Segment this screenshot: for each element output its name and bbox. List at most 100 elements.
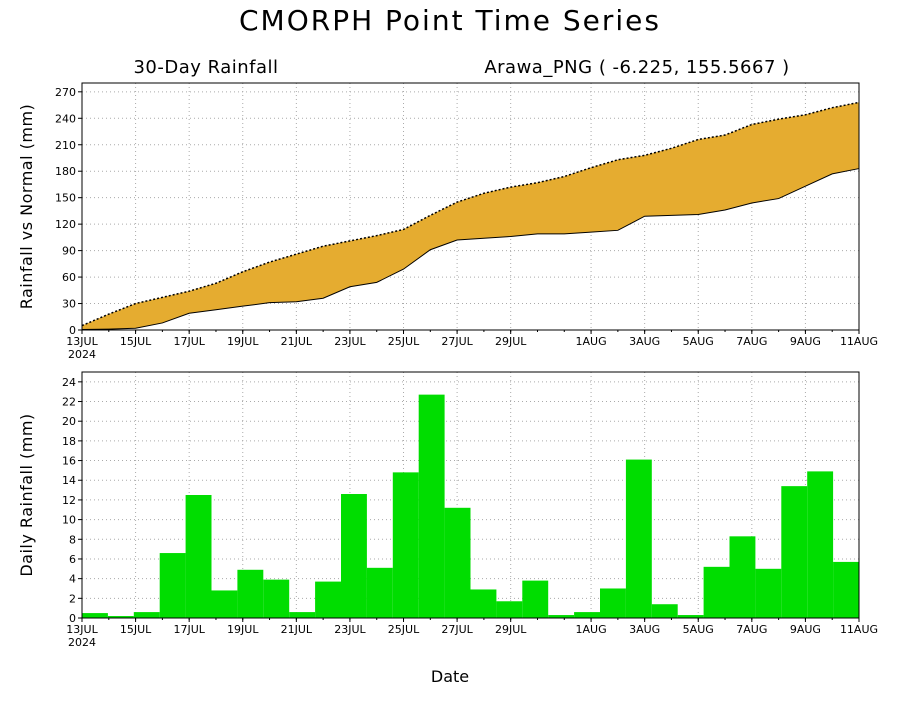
x-tick-label: 3AUG — [629, 335, 660, 348]
daily-rainfall-bars — [82, 394, 859, 618]
y-tick-label: 16 — [62, 455, 76, 468]
chart-subtitle-left: 30-Day Rainfall — [133, 57, 278, 78]
x-tick-label: 15JUL — [120, 623, 152, 636]
daily-rainfall-bar — [703, 566, 730, 618]
daily-rainfall-bar — [289, 612, 316, 618]
x-tick-label: 19JUL — [227, 623, 259, 636]
x-tick-label: 21JUL — [281, 335, 313, 348]
daily-rainfall-bar — [185, 495, 212, 618]
y-tick-label: 90 — [62, 245, 76, 258]
x-axis-label: Date — [431, 667, 469, 686]
daily-rainfall-bar — [211, 590, 238, 618]
x-tick-label: 15JUL — [120, 335, 152, 348]
x-tick-label: 13JUL — [66, 623, 98, 636]
bottom-plot-frame — [81, 371, 860, 619]
daily-rainfall-bar — [807, 471, 834, 618]
x-tick-label: 3AUG — [629, 623, 660, 636]
daily-rainfall-bar — [781, 486, 808, 618]
daily-rainfall-bar — [677, 615, 704, 618]
daily-rainfall-bar — [833, 561, 859, 618]
y-tick-label: 18 — [62, 435, 76, 448]
daily-rainfall-bar — [496, 601, 523, 618]
y-tick-label: 150 — [55, 192, 76, 205]
daily-rainfall-bar — [625, 459, 652, 618]
daily-rainfall-bar — [729, 536, 756, 618]
y-tick-label: 6 — [69, 553, 76, 566]
chart-subtitle-right: Arawa_PNG ( -6.225, 155.5667 ) — [484, 57, 789, 78]
x-tick-label: 19JUL — [227, 335, 259, 348]
y-tick-label: 0 — [69, 612, 76, 625]
daily-rainfall-bar — [82, 613, 108, 618]
daily-rainfall-bar — [159, 553, 186, 618]
x-tick-label: 11AUG — [840, 335, 878, 348]
y-tick-label: 24 — [62, 376, 76, 389]
x-tick-label: 5AUG — [683, 335, 714, 348]
x-tick-label: 17JUL — [173, 335, 205, 348]
daily-rainfall-bar — [755, 568, 782, 618]
daily-rainfall-bar — [651, 604, 678, 618]
y-tick-label: 60 — [62, 271, 76, 284]
rainfall-band-area — [82, 102, 859, 330]
x-tick-label: 25JUL — [388, 335, 420, 348]
daily-rainfall-bar — [444, 507, 471, 618]
daily-rainfall-bar — [600, 588, 626, 618]
x-tick-label: 9AUG — [790, 335, 821, 348]
y-tick-label: 14 — [62, 474, 76, 487]
y-tick-label: 2 — [69, 592, 76, 605]
y-tick-label: 8 — [69, 533, 76, 546]
daily-rainfall-bar — [418, 394, 445, 618]
chart-title: CMORPH Point Time Series — [239, 4, 661, 37]
y-tick-label: 30 — [62, 298, 76, 311]
bottom-x-ticks: 13JUL 15JUL 17JUL 19JUL 21JUL 23JUL 25JUL 27JUL… — [66, 618, 878, 649]
daily-rainfall-bar — [341, 494, 367, 618]
daily-rainfall-bar — [107, 616, 134, 618]
x-tick-label: 9AUG — [790, 623, 821, 636]
accumulated-actual-line — [81, 168, 860, 331]
top-y-ticks: 0 30 60 90 120 150 180 210 240 270 — [55, 86, 82, 337]
top-plot-frame — [81, 82, 860, 331]
x-tick-label: 1AUG — [576, 623, 607, 636]
x-tick-label: 27JUL — [441, 623, 473, 636]
x-tick-label: 21JUL — [281, 623, 313, 636]
daily-rainfall-bar — [470, 589, 497, 618]
x-tick-label: 25JUL — [388, 623, 420, 636]
x-tick-label: 7AUG — [736, 335, 767, 348]
x-tick-label: 11AUG — [840, 623, 878, 636]
accumulated-rainfall-panel: 0 30 60 90 120 150 180 210 240 270 13JUL 15JUL 17JU… — [17, 82, 878, 361]
daily-rainfall-bar — [133, 612, 160, 618]
x-tick-label: 23JUL — [334, 335, 366, 348]
x-tick-label: 17JUL — [173, 623, 205, 636]
x-tick-label: 27JUL — [441, 335, 473, 348]
daily-rainfall-bar — [237, 569, 264, 618]
daily-rainfall-bar — [315, 581, 341, 618]
y-tick-label: 4 — [69, 573, 76, 586]
y-tick-label: 0 — [69, 324, 76, 337]
accumulated-normal-line — [81, 101, 860, 327]
x-tick-label: 23JUL — [334, 623, 366, 636]
y-tick-label: 10 — [62, 514, 76, 527]
x-tick-label: 29JUL — [495, 623, 527, 636]
daily-rainfall-bar — [366, 567, 393, 618]
x-tick-label: 5AUG — [683, 623, 714, 636]
y-tick-label: 270 — [55, 86, 76, 99]
x-year-label: 2024 — [68, 636, 96, 649]
daily-rainfall-bar — [574, 612, 600, 618]
y-tick-label: 22 — [62, 396, 76, 409]
x-year-label: 2024 — [68, 348, 96, 361]
bottom-y-axis-label: Daily Rainfall (mm) — [17, 413, 36, 576]
y-tick-label: 12 — [62, 494, 76, 507]
daily-rainfall-bar — [522, 580, 549, 618]
x-tick-label: 29JUL — [495, 335, 527, 348]
daily-rainfall-bar — [392, 472, 419, 618]
y-tick-label: 240 — [55, 112, 76, 125]
top-y-axis-label: Rainfall vs Normal (mm) — [17, 104, 36, 310]
x-tick-label: 1AUG — [576, 335, 607, 348]
daily-rainfall-bar — [263, 579, 290, 618]
x-tick-label: 13JUL — [66, 335, 98, 348]
daily-rainfall-bar — [548, 615, 575, 618]
y-tick-label: 120 — [55, 218, 76, 231]
